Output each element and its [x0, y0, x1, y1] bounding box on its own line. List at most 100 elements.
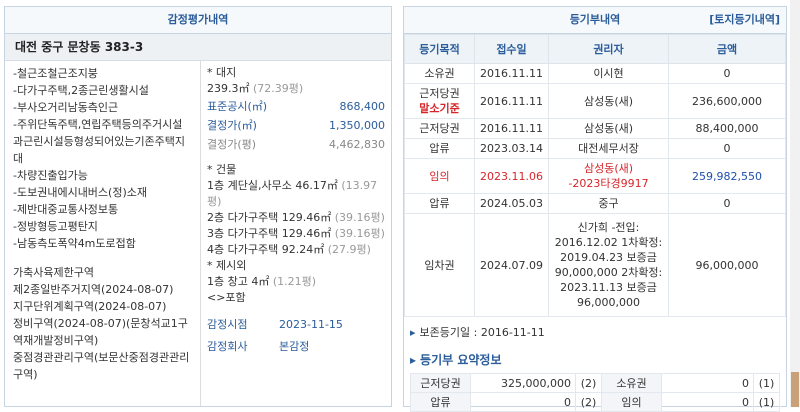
registry-row: 근저당권 말소기준 2016.11.11 삼성동(새) 236,600,000 — [404, 83, 786, 119]
baseline-badge: 말소기준 — [419, 102, 460, 115]
feature-item: -다가구주택,2종근린생활시설 — [13, 84, 149, 97]
feature-item: -정방형등고평탄지 — [13, 220, 98, 233]
purpose-text: 압류 — [429, 197, 450, 210]
holder-text: 삼성동(새) — [583, 162, 634, 175]
floor-desc: 2층 다가구주택 129.46㎡ — [207, 211, 332, 224]
column-header: 등기목적 — [404, 34, 475, 64]
date-cell: 2016.11.11 — [474, 118, 549, 139]
summary-label: 압류 — [410, 392, 471, 412]
holder-text: 대전세무서장 — [578, 142, 639, 155]
amount-cell: 236,600,000 — [668, 83, 786, 119]
holder-text: 삼성동(새) — [583, 94, 634, 108]
summary-title: ▸ 등기부 요약정보 — [410, 353, 502, 367]
land-area: 239.3㎡ (72.39평) — [207, 82, 304, 95]
floor-pyeong: (39.16평) — [334, 211, 385, 224]
amount-cell: 0 — [668, 63, 786, 84]
floor-item: 3층 다가구주택 129.46㎡ (39.16평) — [207, 226, 385, 242]
floor-item: 2층 다가구주택 129.46㎡ (39.16평) — [207, 210, 385, 226]
extra-item: 1층 창고 4㎡ (1.21평) — [207, 275, 317, 288]
amount-cell: 0 — [668, 138, 786, 159]
floor-pyeong: (27.9평) — [327, 243, 371, 256]
appraisal-panel: 감정평가내역 대전 중구 문창동 383-3 -철근조철근조지붕 -다가구주택,2… — [4, 6, 392, 407]
floor-item: 1층 계단실,사무소 46.17㎡ (13.97평) — [207, 178, 385, 210]
purpose-cell: 소유권 — [404, 63, 475, 84]
property-address: 대전 중구 문창동 383-3 — [5, 34, 391, 61]
date-cell: 2024.07.09 — [474, 213, 549, 317]
registry-row: 소유권 2016.11.11 이시현 0 — [404, 63, 786, 84]
purpose-text: 압류 — [429, 142, 450, 155]
summary-value: 0 — [661, 373, 754, 393]
floor-desc: 1층 계단실,사무소 46.17㎡ — [207, 179, 338, 192]
summary-count: (2) — [575, 373, 602, 393]
holder-cell: 중구 — [548, 193, 669, 214]
page-scrollbar[interactable] — [790, 0, 800, 407]
appraised-pyeong-row: 결정가(평) 4,462,830 — [207, 138, 385, 151]
feature-item: -도보권내에시내버스(정)소재 — [13, 186, 147, 199]
holder-cell: 이시현 — [548, 63, 669, 84]
case-number: -2023타경9917 — [568, 177, 649, 190]
column-header: 권리자 — [548, 34, 669, 64]
summary-count: (1) — [753, 373, 780, 393]
column-header: 금액 — [668, 34, 786, 64]
floor-desc: 4층 다가구주택 92.24㎡ — [207, 243, 325, 256]
zone-item: 중점경관관리구역(보문산중점경관관리구역) — [13, 351, 190, 381]
summary-count: (2) — [575, 392, 602, 412]
zone-item: 지구단위계획구역(2024-08-07) — [13, 300, 167, 313]
feature-item: -차량진출입가능 — [13, 169, 88, 182]
purpose-cell: 압류 — [404, 193, 475, 214]
registry-title: 등기부내역 [토지등기내역] — [404, 7, 786, 34]
holder-text: 이시현 — [593, 67, 624, 80]
floor-pyeong: (13.97평) — [207, 179, 378, 208]
amount-cell: 96,000,000 — [668, 213, 786, 317]
floor-item: 4층 다가구주택 92.24㎡ (27.9평) — [207, 242, 385, 258]
floor-desc: 3층 다가구주택 129.46㎡ — [207, 227, 332, 240]
purpose-cell: 임차권 — [404, 213, 475, 317]
summary-value: 0 — [661, 392, 754, 412]
date-cell: 2023.03.14 — [474, 138, 549, 159]
purpose-cell: 임의 — [404, 158, 475, 194]
amount-cell: 88,400,000 — [668, 118, 786, 139]
column-header: 접수일 — [474, 34, 549, 64]
summary-count: (1) — [753, 392, 780, 412]
public-price-row: 표준공시(㎡) 868,400 — [207, 100, 385, 113]
purpose-cell: 압류 — [404, 138, 475, 159]
summary-label: 임의 — [601, 392, 662, 412]
registry-row: 임차권 2024.07.09 신가희 -전입: 2016.12.02 1차확정: 2… — [404, 213, 786, 317]
holder-cell: 신가희 -전입: 2016.12.02 1차확정: 2019.04.23 보증금… — [548, 213, 669, 317]
date-cell: 2016.11.11 — [474, 63, 549, 84]
floor-pyeong: (39.16평) — [334, 227, 385, 240]
preservation-date: ▸ 보존등기일 : 2016-11-11 — [410, 326, 545, 339]
holder-cell: 삼성동(새) — [548, 118, 669, 139]
appraisal-details-column: * 대지 239.3㎡ (72.39평) 표준공시(㎡) 868,400 결정가(… — [201, 61, 391, 406]
scrollbar-thumb[interactable] — [791, 372, 799, 407]
appraised-price-row: 결정가(㎡) 1,350,000 — [207, 119, 385, 132]
holder-cell: 삼성동(새) — [548, 83, 669, 119]
features-column: -철근조철근조지붕 -다가구주택,2종근린생활시설 -부사오거리남동측인근 -주위단독… — [5, 61, 201, 406]
date-cell: 2023.11.06 — [474, 158, 549, 194]
zone-item: 정비구역(2024-08-07)(문창석교1구역재개발정비구역) — [13, 317, 188, 347]
amount-cell: 0 — [668, 193, 786, 214]
feature-item: -부사오거리남동측인근 — [13, 101, 119, 114]
registry-row: 임의 2023.11.06 삼성동(새) -2023타경9917 259,982,550 — [404, 158, 786, 194]
amount-cell: 259,982,550 — [668, 158, 786, 194]
feature-item: -주위단독주택,연립주택등의주거시설과근린시설등형성되어있는기존주택지대 — [13, 118, 186, 165]
holder-cell: 대전세무서장 — [548, 138, 669, 159]
land-registry-link[interactable]: [토지등기내역] — [709, 13, 780, 26]
feature-item: -남동측도폭약4m도로접함 — [13, 237, 136, 250]
purpose-cell: 근저당권 — [404, 118, 475, 139]
appraisal-firm-row: 감정회사 본감정 — [207, 340, 310, 353]
summary-label: 소유권 — [601, 373, 662, 393]
appraisal-title: 감정평가내역 — [5, 7, 391, 34]
purpose-text: 소유권 — [424, 67, 455, 80]
zone-item: 가축사육제한구역 — [13, 266, 94, 279]
registry-panel: 등기부내역 [토지등기내역] 등기목적 접수일 권리자 금액 소유권 2016.11.1… — [403, 6, 787, 412]
summary-table: 근저당권 325,000,000 (2) 소유권 0 (1) 압류 0 (2) 임의 0 (1) — [410, 373, 780, 412]
holder-text: 신가희 -전입: 2016.12.02 1차확정: 2019.04.23 보증금… — [554, 221, 663, 309]
purpose-text: 근저당권 — [419, 87, 460, 100]
building-heading: * 건물 — [207, 163, 237, 176]
zone-item: 제2종일반주거지역(2024-08-07) — [13, 283, 174, 296]
purpose-text: 임의 — [429, 169, 450, 183]
registry-row: 근저당권 2016.11.11 삼성동(새) 88,400,000 — [404, 118, 786, 139]
land-heading: * 대지 — [207, 66, 237, 79]
